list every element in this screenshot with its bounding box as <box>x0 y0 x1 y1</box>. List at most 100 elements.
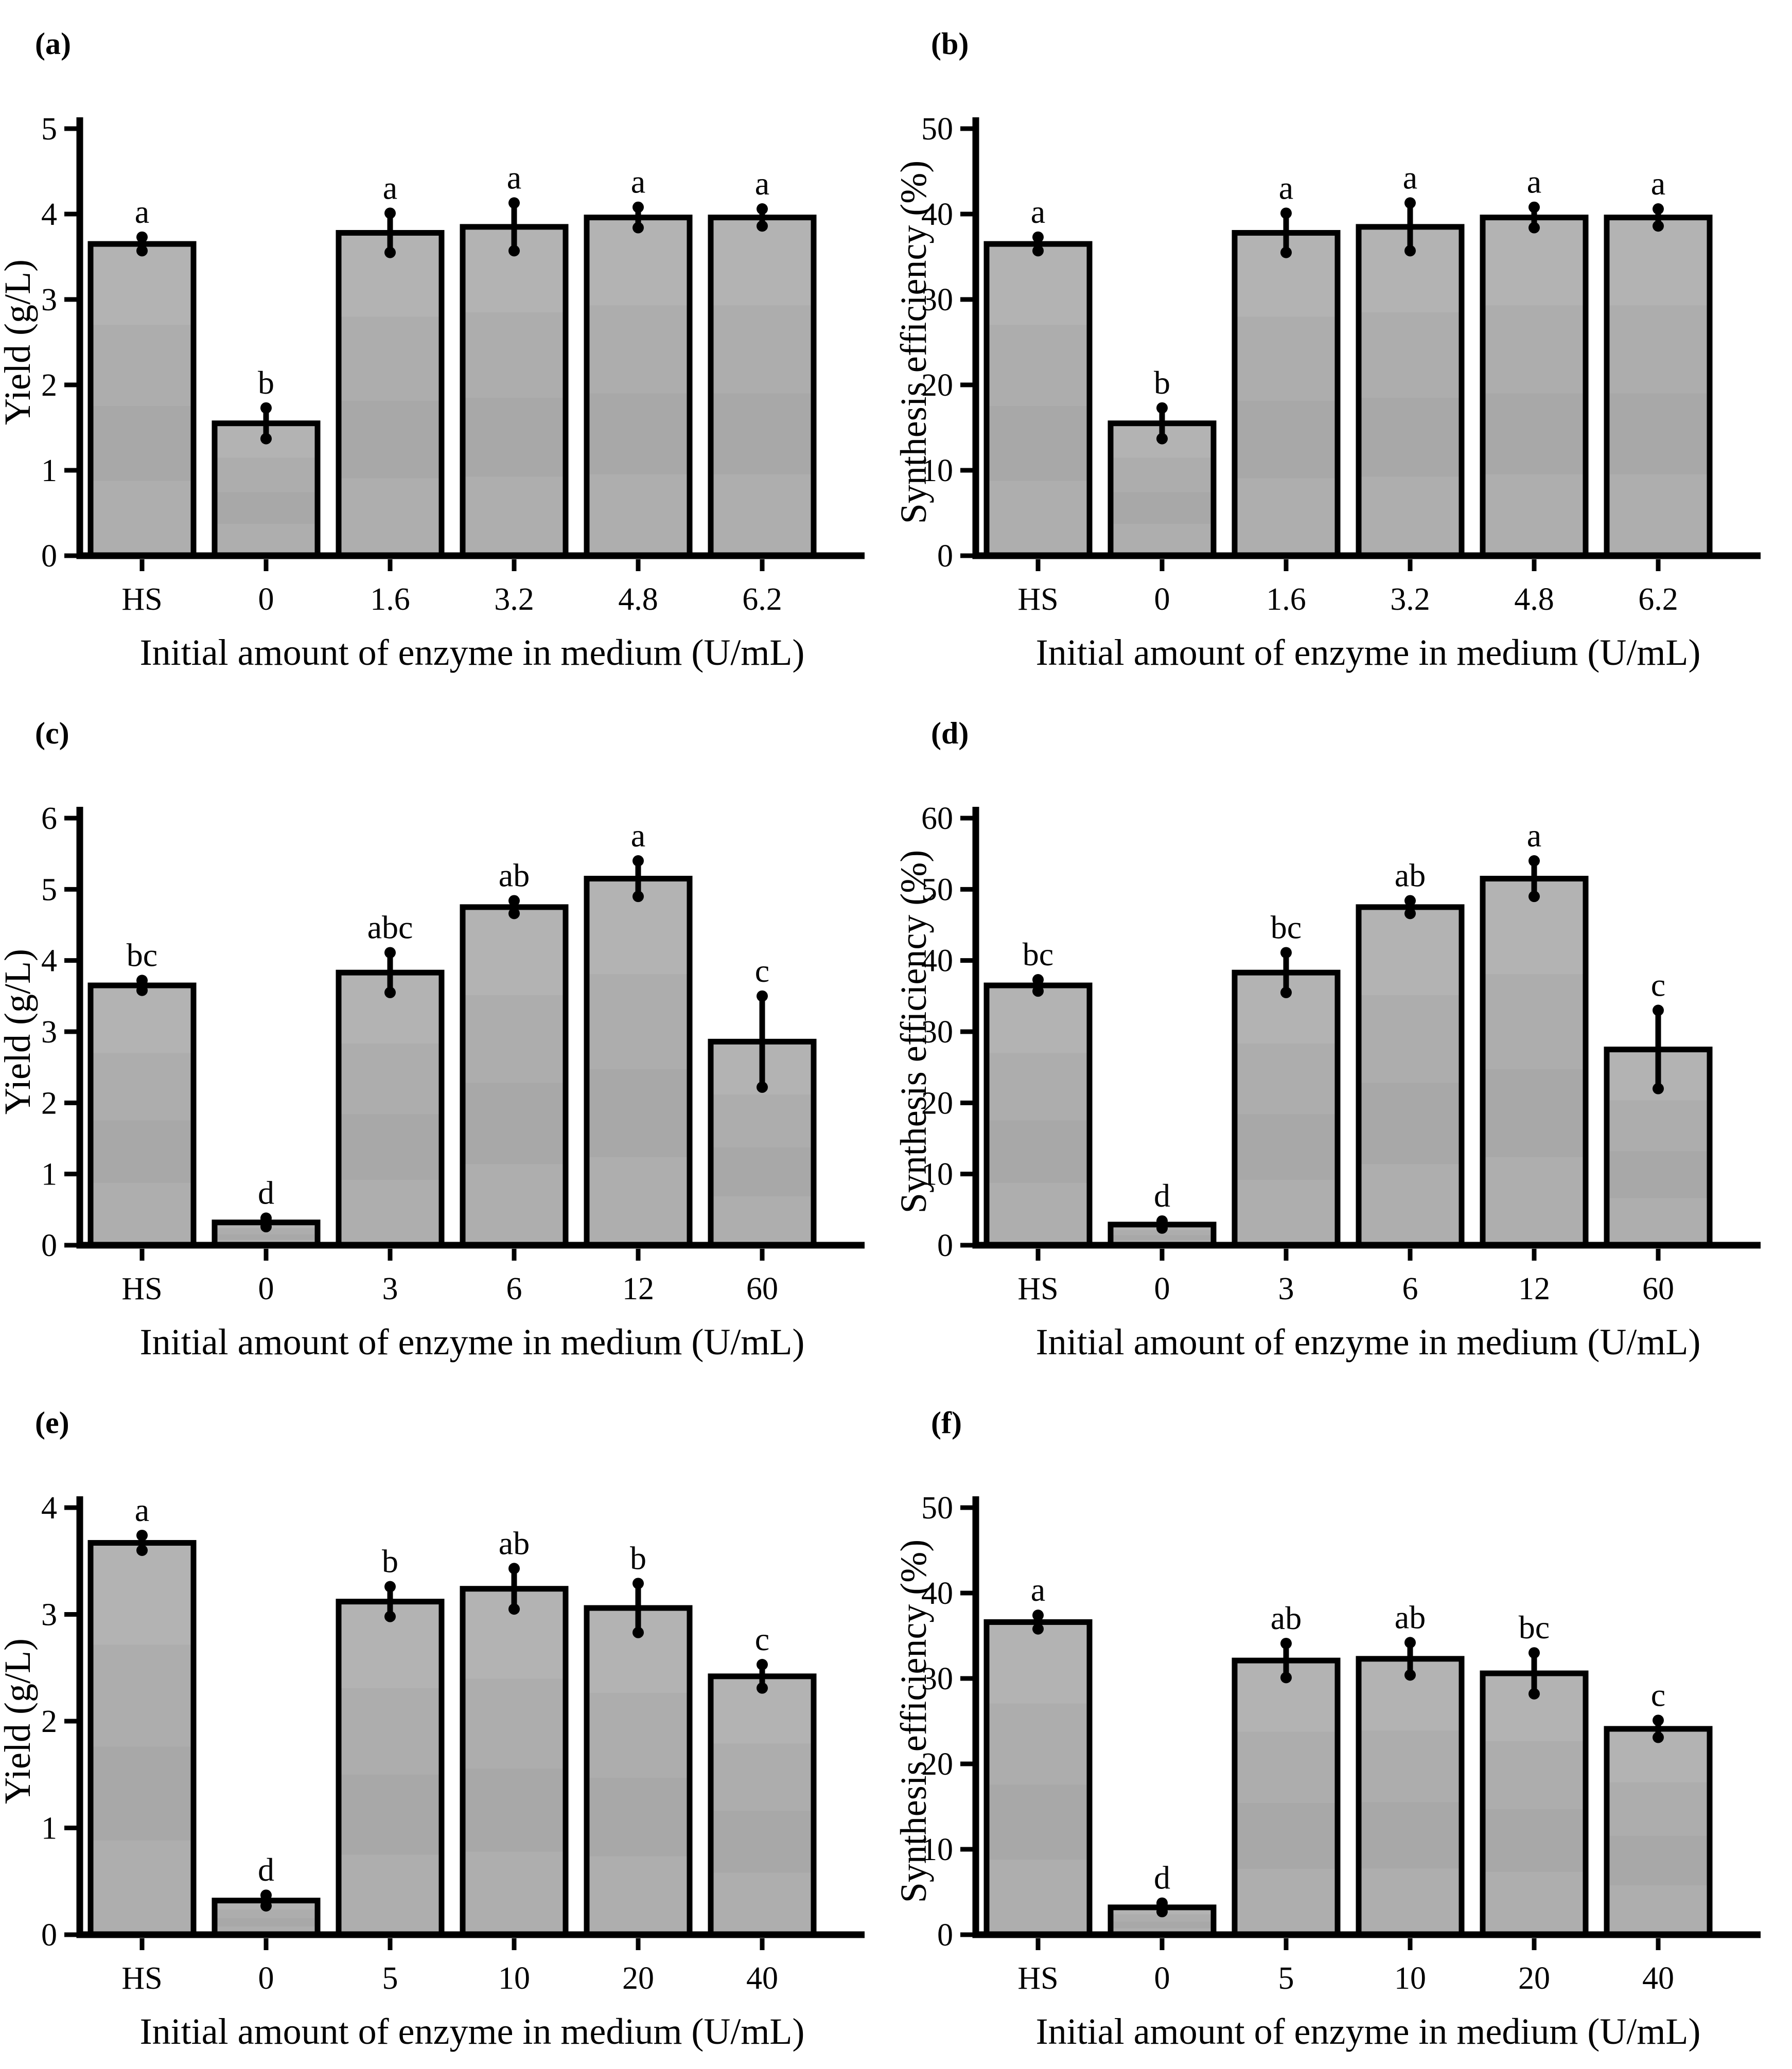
x-axis-title: Initial amount of enzyme in medium (U/mL… <box>1036 2011 1701 2052</box>
y-tick-label: 50 <box>921 872 953 907</box>
chart-f: (f)Synthesis efficiency (%)01020304050aH… <box>896 1406 1761 2052</box>
bar-HS <box>983 982 1093 1248</box>
y-tick-label: 30 <box>921 282 953 317</box>
error-bar-HS <box>1032 974 1044 997</box>
x-tick-label: 5 <box>1278 1961 1294 1996</box>
bar-6 <box>460 904 569 1248</box>
chart-e: (e) Yield (g/L) 0 1 2 3 4 a HS d 0 b 5 ab 10 b 20 c 40 Init… <box>0 1406 865 2052</box>
bar-12 <box>584 876 693 1248</box>
x-tick-label: HS <box>1017 582 1058 617</box>
error-bar-HS <box>1032 1610 1044 1635</box>
sig-letter-4.8: a <box>631 164 645 200</box>
sig-letter-6: ab <box>1395 857 1426 893</box>
sig-letter-HS: a <box>135 193 149 230</box>
y-tick-label: 20 <box>921 1747 953 1782</box>
x-tick-label: 10 <box>498 1961 530 1996</box>
y-tick-label: 0 <box>937 1228 953 1263</box>
y-tick-label: 40 <box>921 1576 953 1611</box>
sig-letter-HS: bc <box>127 936 157 973</box>
bar-3.2 <box>460 224 569 559</box>
error-bar-HS <box>136 231 148 257</box>
y-tick-label: 40 <box>921 197 953 232</box>
y-tick-label: 2 <box>41 1704 57 1739</box>
sig-letter-0: d <box>1154 1177 1170 1214</box>
chart-a: (a) Yield (g/L) 0 1 2 3 4 5 a HS b 0 a 1.6 a 3.2 a 4.8 a 6.… <box>0 27 865 673</box>
error-bar-20 <box>1529 1647 1540 1700</box>
error-bar-12 <box>1529 855 1540 903</box>
error-bar-20 <box>633 1578 644 1638</box>
y-tick-label: 20 <box>921 368 953 403</box>
x-tick-label: 4.8 <box>618 582 658 617</box>
y-axis-title: Yield (g/L) <box>0 949 38 1115</box>
error-bar-60 <box>1653 1004 1664 1094</box>
error-bar-10 <box>1404 1637 1416 1681</box>
x-axis-title: Initial amount of enzyme in medium (U/mL… <box>1036 632 1701 673</box>
panel-b: (b) Synthesis efficiency (%) 0 10 20 30 40 50 a H… <box>896 0 1792 689</box>
sig-letter-3: abc <box>367 909 413 945</box>
y-axis-title: Synthesis efficiency (%) <box>896 1540 934 1903</box>
sig-letter-3: bc <box>1271 909 1302 945</box>
y-tick-label: 0 <box>937 539 953 574</box>
bar-4.8 <box>1480 215 1589 559</box>
sig-letter-20: bc <box>1519 1609 1550 1646</box>
panel-c: (c) Yield (g/L) 0 1 2 3 4 5 6 bc HS d 0 abc 3 ab 6 a 12 c 60… <box>0 689 896 1379</box>
sig-letter-HS: a <box>1031 1571 1045 1608</box>
x-tick-label: 20 <box>1518 1961 1550 1996</box>
x-tick-label: HS <box>121 1271 162 1306</box>
bar-HS <box>87 982 197 1248</box>
error-bar-40 <box>757 1659 768 1694</box>
panel-a: (a) Yield (g/L) 0 1 2 3 4 5 a HS b 0 a 1.6 a 3.2 a 4.8 a 6.… <box>0 0 896 689</box>
bar-40 <box>1604 1726 1713 1938</box>
sig-letter-10: ab <box>1395 1599 1426 1635</box>
sig-letter-6.2: a <box>755 165 769 202</box>
bar-HS <box>983 1619 1093 1938</box>
x-tick-label: 4.8 <box>1514 582 1554 617</box>
error-bar-4.8 <box>1529 201 1540 234</box>
error-bar-0 <box>1156 402 1168 445</box>
bar-HS <box>87 241 197 559</box>
error-bar-6.2 <box>757 203 768 232</box>
sig-letter-0: d <box>1154 1860 1170 1896</box>
error-bar-1.6 <box>384 207 396 258</box>
y-tick-label: 4 <box>41 197 57 232</box>
panel-d: (d) Synthesis efficiency (%) 0 10 20 30 40 50 60… <box>896 689 1792 1379</box>
sig-letter-1.6: a <box>1279 169 1293 206</box>
bar-10 <box>460 1586 569 1938</box>
y-tick-label: 3 <box>41 1598 57 1633</box>
y-tick-label: 50 <box>921 112 953 147</box>
y-tick-label: 0 <box>937 1918 953 1953</box>
sig-letter-6: ab <box>499 857 530 893</box>
x-tick-label: 10 <box>1394 1961 1426 1996</box>
error-bar-3.2 <box>1404 197 1416 257</box>
y-tick-label: 4 <box>41 1491 57 1526</box>
error-bar-6 <box>508 895 520 919</box>
y-tick-label: 4 <box>41 944 57 979</box>
error-bar-HS <box>1032 231 1044 257</box>
x-tick-label: 0 <box>258 582 274 617</box>
error-bar-6 <box>1404 895 1416 919</box>
sig-letter-6.2: a <box>1651 165 1665 202</box>
y-tick-label: 3 <box>41 1015 57 1050</box>
x-tick-label: 12 <box>622 1271 654 1306</box>
x-tick-label: 0 <box>258 1961 274 1996</box>
y-tick-label: 10 <box>921 1832 953 1867</box>
error-bar-HS <box>136 975 148 996</box>
y-tick-label: 2 <box>41 368 57 403</box>
panel-label-f: (f) <box>931 1406 962 1440</box>
bar-6.2 <box>1604 215 1713 559</box>
x-tick-label: 12 <box>1518 1271 1550 1306</box>
y-axis-title: Yield (g/L) <box>0 1638 38 1804</box>
sig-letter-HS: bc <box>1023 936 1053 972</box>
bar-3 <box>1232 969 1341 1248</box>
y-tick-label: 50 <box>921 1491 953 1526</box>
chart-b: (b)Synthesis efficiency (%)01020304050aH… <box>896 27 1761 673</box>
sig-letter-5: b <box>382 1543 398 1580</box>
x-tick-label: HS <box>1017 1271 1058 1306</box>
x-tick-label: 3 <box>382 1271 398 1306</box>
bar-5 <box>336 1599 445 1938</box>
error-bar-0 <box>260 1889 272 1912</box>
bar-12 <box>1480 876 1589 1248</box>
y-tick-label: 5 <box>41 112 57 147</box>
x-tick-label: 3 <box>1278 1271 1294 1306</box>
x-tick-label: 40 <box>746 1961 778 1996</box>
